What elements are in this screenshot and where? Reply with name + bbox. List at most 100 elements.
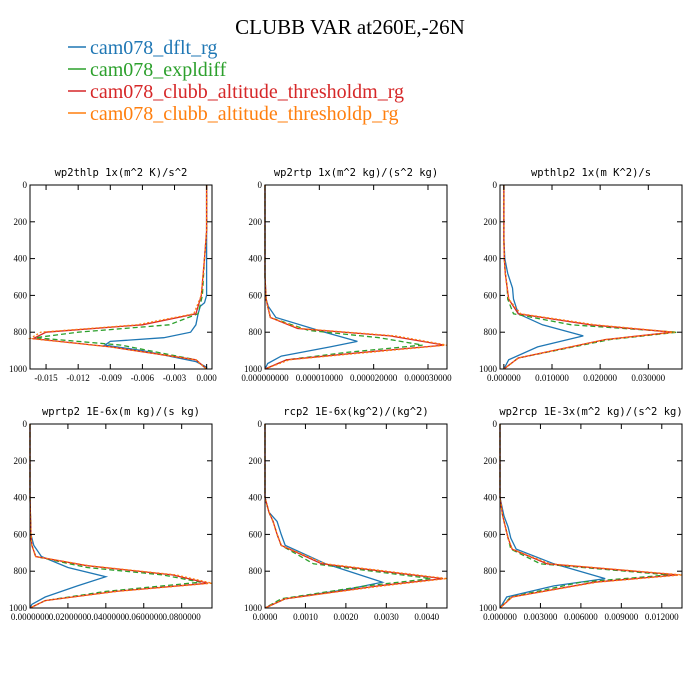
- y-tick-label: 0: [23, 180, 28, 190]
- y-tick-label: 400: [14, 493, 28, 503]
- plot-frame: [499, 423, 683, 609]
- y-tick-label: 200: [249, 456, 263, 466]
- panel-title: rcp2 1E-6x(kg^2)/(kg^2): [283, 406, 428, 418]
- y-tick-label: 600: [14, 290, 28, 300]
- panel-title: wp2rtp 1x(m^2 kg)/(s^2 kg): [274, 167, 438, 179]
- x-tick-label: 0.000000: [483, 612, 517, 622]
- x-tick-label: 0.012000: [645, 612, 679, 622]
- series-line: [503, 185, 673, 370]
- x-tick-label: 0.000020000: [350, 373, 398, 383]
- y-tick-label: 600: [484, 290, 498, 300]
- y-tick-label: 400: [249, 254, 263, 264]
- chart-panel: wp2rcp 1E-3x(m^2 kg)/(s^2 kg)0 200 400 600 8…: [479, 406, 683, 622]
- plot-frame: [29, 184, 213, 370]
- x-tick-label: 0.000000: [487, 373, 521, 383]
- plot-frame: [264, 184, 448, 370]
- legend-entry: cam078_clubb_altitude_thresholdp_rg: [68, 103, 398, 125]
- x-tick-label: 0.0030: [374, 612, 399, 622]
- y-tick-label: 400: [249, 493, 263, 503]
- panel-title: wpthlp2 1x(m K^2)/s: [531, 167, 651, 179]
- x-tick-label: 0.0200000: [49, 612, 88, 622]
- y-tick-label: 600: [484, 529, 498, 539]
- x-tick-label: 0.006000: [564, 612, 598, 622]
- plot-frame: [499, 184, 683, 370]
- figure-title: CLUBB VAR at260E,-26N: [235, 15, 465, 39]
- y-tick-label: 0: [493, 419, 498, 429]
- panels: wp2thlp 1x(m^2 K)/s^2 0 200 400 600 800 1000 -0…: [9, 167, 683, 622]
- x-tick-label: 0.0000: [253, 612, 278, 622]
- x-tick-label: -0.012: [67, 373, 90, 383]
- x-tick-label: 0.0400000: [87, 612, 126, 622]
- plot-frame: [29, 423, 213, 609]
- x-tick-label: 0.0020: [334, 612, 359, 622]
- legend-entry: cam078_expldiff: [68, 59, 227, 81]
- chart-panel: wp2rtp 1x(m^2 kg)/(s^2 kg) 0 200 400 600 800 1…: [241, 167, 452, 383]
- legend-entry: cam078_clubb_altitude_thresholdm_rg: [68, 81, 404, 103]
- y-tick-label: 800: [249, 566, 263, 576]
- panel-title: wprtp2 1E-6x(m kg)/(s kg): [42, 406, 200, 418]
- y-tick-label: 1000: [9, 603, 28, 613]
- y-tick-label: 1000: [244, 364, 263, 374]
- plot-frame: [264, 423, 448, 609]
- y-tick-label: 400: [14, 254, 28, 264]
- y-tick-label: 1000: [9, 364, 28, 374]
- chart-panel: wp2thlp 1x(m^2 K)/s^2 0 200 400 600 800 1000 -0…: [9, 167, 217, 383]
- x-tick-label: -0.006: [131, 373, 155, 383]
- x-tick-label: -0.015: [34, 373, 58, 383]
- x-tick-label: 0.030000: [631, 373, 665, 383]
- y-tick-label: 200: [14, 456, 28, 466]
- y-tick-label: 200: [249, 217, 263, 227]
- y-tick-label: 800: [249, 327, 263, 337]
- x-tick-label: 0.020000: [583, 373, 617, 383]
- x-tick-label: 0.003000: [524, 612, 558, 622]
- x-tick-label: -0.009: [99, 373, 123, 383]
- x-tick-label: 0.010000: [535, 373, 569, 383]
- x-tick-label: 0.0000000: [11, 612, 50, 622]
- y-tick-label: 0: [258, 180, 263, 190]
- chart-panel: wpthlp2 1x(m K^2)/s 0 200 400 600 800 10000.00…: [479, 167, 683, 383]
- y-tick-label: 800: [14, 327, 28, 337]
- x-tick-label: 0.0800000: [163, 612, 202, 622]
- x-tick-label: -0.003: [163, 373, 187, 383]
- legend-entry: cam078_dflt_rg: [68, 37, 217, 59]
- x-tick-label: 0.009000: [604, 612, 638, 622]
- y-tick-label: 0: [258, 419, 263, 429]
- series-line: [264, 185, 448, 370]
- series-line: [29, 424, 213, 609]
- chart-panel: rcp2 1E-6x(kg^2)/(kg^2) 0 200 400 600 800 1000…: [244, 406, 448, 622]
- y-tick-label: 600: [249, 529, 263, 539]
- y-tick-label: 0: [23, 419, 28, 429]
- legend-label-thresholdp: cam078_clubb_altitude_thresholdp_rg: [90, 103, 398, 125]
- y-tick-label: 800: [484, 566, 498, 576]
- legend: cam078_dflt_rg cam078_expldiff cam078_cl…: [68, 37, 404, 125]
- y-tick-label: 200: [14, 217, 28, 227]
- y-tick-label: 600: [14, 529, 28, 539]
- legend-label-thresholdm: cam078_clubb_altitude_thresholdm_rg: [90, 81, 404, 103]
- y-tick-label: 400: [484, 254, 498, 264]
- x-tick-label: 0.0010: [293, 612, 318, 622]
- y-tick-label: 1000: [244, 603, 263, 613]
- legend-label-expldiff: cam078_expldiff: [90, 59, 227, 81]
- y-tick-label: 600: [249, 290, 263, 300]
- y-tick-label: 800: [14, 566, 28, 576]
- x-tick-label: 0.000000000: [241, 373, 289, 383]
- y-tick-label: 200: [484, 456, 498, 466]
- x-tick-label: 0.000030000: [404, 373, 452, 383]
- y-tick-label: 0: [493, 180, 498, 190]
- panel-title: wp2rcp 1E-3x(m^2 kg)/(s^2 kg): [499, 406, 682, 418]
- x-tick-label: 0.000: [197, 373, 218, 383]
- x-tick-label: 0.000010000: [296, 373, 344, 383]
- y-tick-label: 1000: [479, 364, 498, 374]
- y-tick-label: 200: [484, 217, 498, 227]
- series-line: [499, 424, 683, 609]
- x-tick-label: 0.0040: [414, 612, 439, 622]
- panel-title: wp2thlp 1x(m^2 K)/s^2: [55, 167, 188, 179]
- y-tick-label: 1000: [479, 603, 498, 613]
- x-tick-label: 0.0600000: [125, 612, 164, 622]
- y-tick-label: 800: [484, 327, 498, 337]
- legend-label-dflt: cam078_dflt_rg: [90, 37, 217, 59]
- series-line: [27, 185, 208, 370]
- chart-panel: wprtp2 1E-6x(m kg)/(s kg) 0 200 400 600 800 10…: [9, 406, 213, 622]
